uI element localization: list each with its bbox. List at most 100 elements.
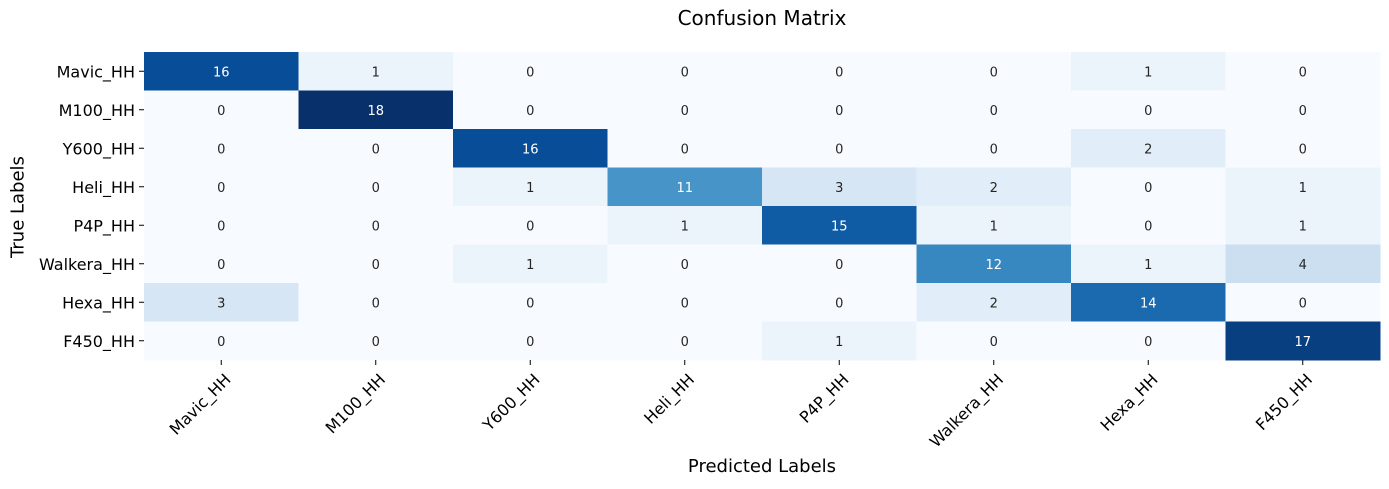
heatmap-cell-r2-c5	[916, 129, 1072, 168]
y-tick-label-0: Mavic_HH	[57, 62, 135, 82]
heatmap-cell-r6-c1	[298, 283, 454, 322]
heatmap-cell-r1-c6	[1071, 90, 1226, 130]
heatmap-cell-r6-c4	[762, 283, 917, 322]
cell-value-r2-c0: 0	[217, 142, 225, 157]
heatmap-cell-r0-c1	[298, 52, 454, 91]
cell-value-r3-c4: 3	[835, 181, 843, 196]
cell-value-r6-c3: 0	[681, 296, 689, 311]
cell-value-r6-c5: 2	[990, 296, 998, 311]
heatmap-cell-r5-c0	[144, 244, 299, 284]
heatmap-cell-r5-c2	[453, 244, 608, 284]
cell-value-r1-c6: 0	[1144, 104, 1152, 119]
heatmap-cell-r7-c3	[607, 321, 763, 361]
cell-value-r7-c5: 0	[990, 335, 998, 350]
heatmap-cell-r7-c6	[1071, 321, 1226, 361]
y-tick-label-7: F450_HH	[63, 332, 135, 352]
cell-value-r2-c3: 0	[681, 142, 689, 157]
y-tick-label-1: M100_HH	[59, 101, 135, 121]
x-axis-label: Predicted Labels	[687, 456, 837, 477]
heatmap-cell-r1-c0	[144, 90, 299, 130]
cell-value-r3-c3: 11	[676, 181, 693, 196]
cell-value-r3-c6: 0	[1144, 181, 1152, 196]
heatmap-cell-r3-c2	[453, 167, 608, 207]
cell-value-r3-c0: 0	[217, 181, 225, 196]
heatmap-cell-r2-c0	[144, 129, 299, 168]
cell-value-r2-c5: 0	[990, 142, 998, 157]
heatmap-cell-r0-c0	[144, 52, 299, 91]
cell-value-r4-c4: 15	[831, 219, 848, 234]
cell-value-r5-c4: 0	[835, 258, 843, 273]
heatmap-cell-r0-c7	[1225, 52, 1381, 91]
heatmap-cell-r0-c4	[762, 52, 917, 91]
y-tick-label-2: Y600_HH	[62, 139, 135, 159]
heatmap-cell-r1-c1	[298, 90, 454, 130]
heatmap-cell-r6-c2	[453, 283, 608, 322]
cell-value-r6-c7: 0	[1299, 296, 1307, 311]
x-tick-label-1: M100_HH	[322, 370, 390, 438]
cell-value-r0-c2: 0	[526, 65, 534, 80]
heatmap-cell-r1-c3	[607, 90, 763, 130]
cell-value-r2-c7: 0	[1299, 142, 1307, 157]
heatmap-cell-r7-c4	[762, 321, 917, 361]
heatmap-cell-r4-c0	[144, 206, 299, 245]
cell-value-r5-c3: 0	[681, 258, 689, 273]
cell-value-r1-c7: 0	[1299, 104, 1307, 119]
cell-value-r1-c0: 0	[217, 104, 225, 119]
heatmap-cell-r2-c3	[607, 129, 763, 168]
cell-value-r7-c6: 0	[1144, 335, 1152, 350]
heatmap-cell-r2-c2	[453, 129, 608, 168]
cell-value-r2-c1: 0	[372, 142, 380, 157]
cell-value-r7-c0: 0	[217, 335, 225, 350]
cell-value-r0-c5: 0	[990, 65, 998, 80]
cell-value-r5-c5: 12	[985, 258, 1002, 273]
heatmap-cell-r5-c7	[1225, 244, 1381, 284]
cell-value-r6-c0: 3	[217, 296, 225, 311]
x-tick-label-3: Heli_HH	[640, 370, 699, 429]
heatmap-cell-r2-c7	[1225, 129, 1381, 168]
heatmap-cell-r0-c5	[916, 52, 1072, 91]
y-axis-label: True Labels	[7, 156, 29, 258]
y-tick-label-6: Hexa_HH	[62, 293, 135, 313]
cell-value-r0-c6: 1	[1144, 65, 1152, 80]
heatmap-cell-r7-c5	[916, 321, 1072, 361]
x-tick-label-5: Walkera_HH	[926, 370, 1008, 452]
cell-value-r6-c4: 0	[835, 296, 843, 311]
y-tick-label-3: Heli_HH	[72, 178, 135, 198]
heatmap-cell-r7-c0	[144, 321, 299, 361]
cell-value-r7-c3: 0	[681, 335, 689, 350]
heatmap-cell-r5-c5	[916, 244, 1072, 284]
heatmap-cell-r3-c0	[144, 167, 299, 207]
heatmap-cell-r0-c2	[453, 52, 608, 91]
heatmap-cell-r4-c1	[298, 206, 454, 245]
cell-value-r7-c4: 1	[835, 335, 843, 350]
heatmap-cell-r4-c7	[1225, 206, 1381, 245]
heatmap-cell-r4-c6	[1071, 206, 1226, 245]
heatmap-cell-r2-c1	[298, 129, 454, 168]
heatmap-cell-r4-c4	[762, 206, 917, 245]
x-tick-label-4: P4P_HH	[796, 370, 854, 428]
heatmap-cell-r7-c2	[453, 321, 608, 361]
heatmap-cell-r0-c3	[607, 52, 763, 91]
cell-value-r5-c0: 0	[217, 258, 225, 273]
heatmap-cell-r3-c5	[916, 167, 1072, 207]
cell-value-r4-c0: 0	[217, 219, 225, 234]
cell-value-r3-c5: 2	[990, 181, 998, 196]
cell-value-r4-c3: 1	[681, 219, 689, 234]
heatmap-cell-r4-c2	[453, 206, 608, 245]
cell-value-r1-c4: 0	[835, 104, 843, 119]
cell-value-r7-c2: 0	[526, 335, 534, 350]
cell-value-r6-c1: 0	[372, 296, 380, 311]
cell-value-r0-c0: 16	[213, 65, 230, 80]
cell-value-r6-c6: 14	[1140, 296, 1157, 311]
cell-value-r0-c3: 0	[681, 65, 689, 80]
chart-title: Confusion Matrix	[677, 6, 847, 30]
x-tick-label-2: Y600_HH	[478, 370, 544, 436]
heatmap-cell-r3-c1	[298, 167, 454, 207]
heatmap-cell-r6-c5	[916, 283, 1072, 322]
heatmap-cell-r5-c1	[298, 244, 454, 284]
x-tick-label-0: Mavic_HH	[166, 370, 236, 440]
heatmap-cell-r3-c6	[1071, 167, 1226, 207]
heatmap-cell-r1-c5	[916, 90, 1072, 130]
